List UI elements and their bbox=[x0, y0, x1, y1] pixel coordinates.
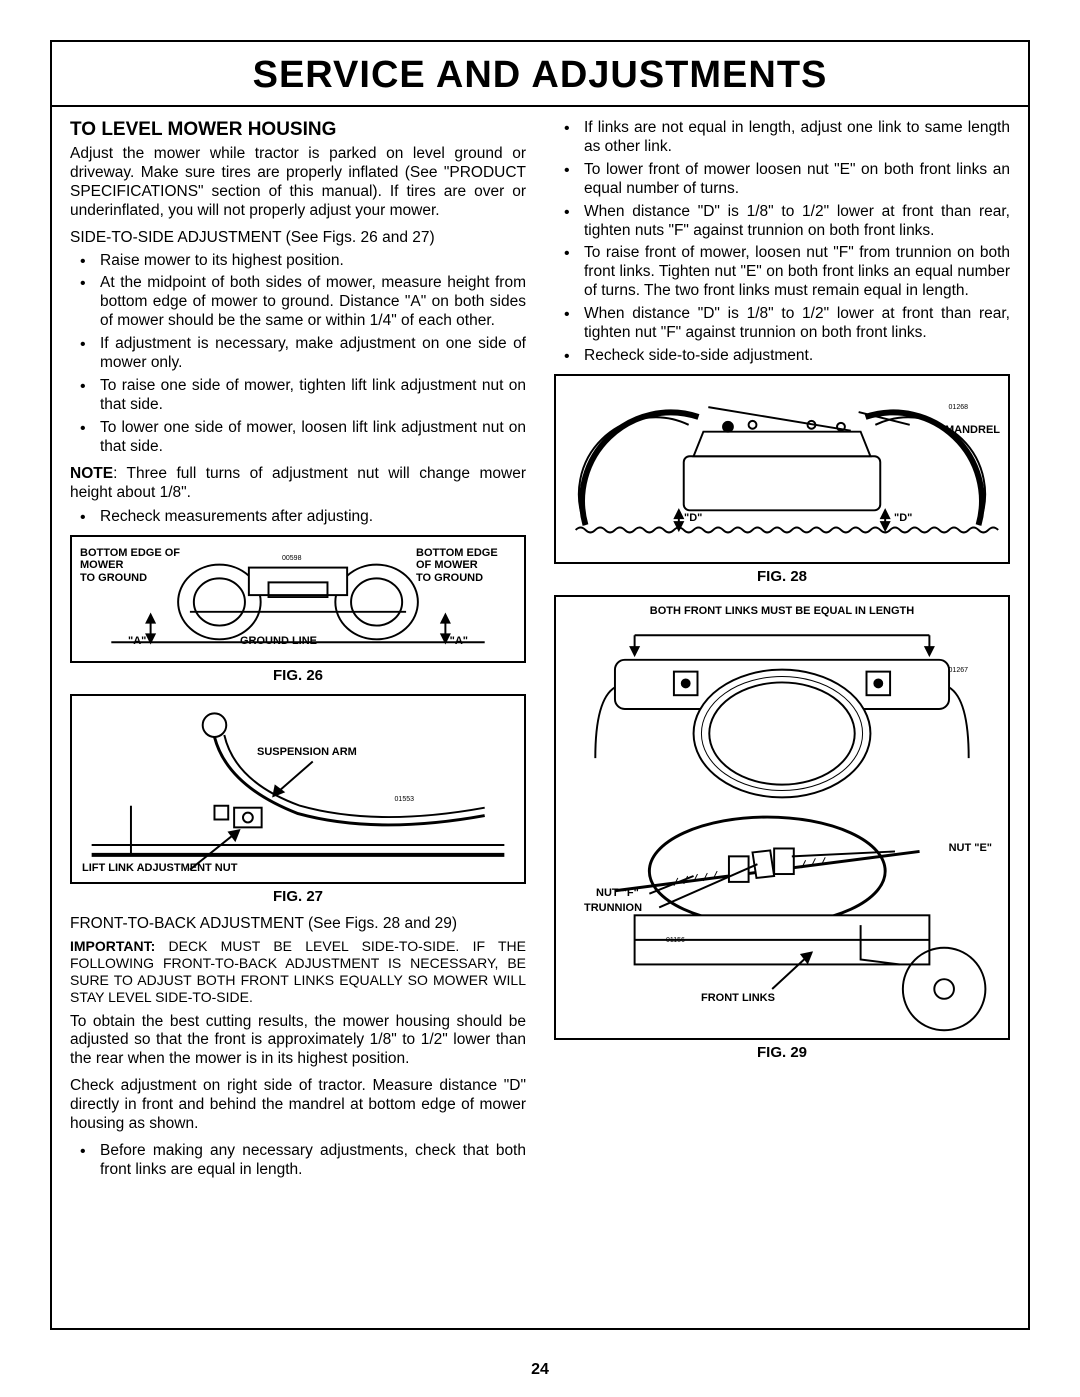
list-item: To raise one side of mower, tighten lift… bbox=[70, 377, 526, 415]
page-title: SERVICE AND ADJUSTMENTS bbox=[253, 42, 828, 105]
list-item: Raise mower to its highest position. bbox=[70, 252, 526, 271]
fig29-caption: FIG. 29 bbox=[554, 1044, 1010, 1061]
fig28-code: 01268 bbox=[949, 404, 968, 411]
fig27-caption: FIG. 27 bbox=[70, 888, 526, 905]
note-paragraph: NOTE: Three full turns of adjustment nut… bbox=[70, 465, 526, 503]
front-bullets-a: Before making any necessary adjustments,… bbox=[70, 1142, 526, 1180]
section-heading: To Level Mower Housing bbox=[70, 119, 526, 141]
fig28-d-left: "D" bbox=[684, 512, 702, 524]
fig26-label-left: BOTTOM EDGE OFMOWERTO GROUND bbox=[80, 547, 210, 583]
list-item: To lower one side of mower, loosen lift … bbox=[70, 419, 526, 457]
figure-28: "D" "D" MANDREL 01268 bbox=[554, 374, 1010, 564]
fig27-code: 01553 bbox=[395, 796, 414, 803]
intro-paragraph: Adjust the mower while tractor is parked… bbox=[70, 145, 526, 221]
important-paragraph: IMPORTANT: DECK MUST BE LEVEL SIDE-TO-SI… bbox=[70, 938, 526, 1006]
fig29-code2: 01156 bbox=[666, 937, 685, 944]
right-column: If links are not equal in length, adjust… bbox=[554, 119, 1010, 1188]
fig26-code: 00598 bbox=[282, 555, 301, 562]
list-item: Before making any necessary adjustments,… bbox=[70, 1142, 526, 1180]
list-item: At the midpoint of both sides of mower, … bbox=[70, 274, 526, 331]
figure-26: BOTTOM EDGE OFMOWERTO GROUND BOTTOM EDGE… bbox=[70, 535, 526, 663]
fig27-svg bbox=[72, 696, 524, 886]
front-bullets-b: If links are not equal in length, adjust… bbox=[554, 119, 1010, 366]
note-label: NOTE bbox=[70, 465, 113, 482]
side-bullets: Raise mower to its highest position. At … bbox=[70, 252, 526, 457]
fig28-mandrel: MANDREL bbox=[945, 424, 1000, 436]
fig26-ground-line: GROUND LINE bbox=[240, 635, 317, 647]
note-text: : Three full turns of adjustment nut wil… bbox=[70, 465, 526, 501]
fig29-nutE: NUT "E" bbox=[949, 842, 992, 854]
two-column-layout: To Level Mower Housing Adjust the mower … bbox=[52, 107, 1028, 1188]
fig26-caption: FIG. 26 bbox=[70, 667, 526, 684]
list-item: Recheck measurements after adjusting. bbox=[70, 508, 526, 527]
figure-29: BOTH FRONT LINKS MUST BE EQUAL IN LENGTH bbox=[554, 595, 1010, 1040]
fig27-nut-label: LIFT LINK ADJUSTMENT NUT bbox=[82, 862, 237, 874]
fig28-caption: FIG. 28 bbox=[554, 568, 1010, 585]
list-item: If adjustment is necessary, make adjustm… bbox=[70, 335, 526, 373]
fig26-label-right: BOTTOM EDGEOF MOWERTO GROUND bbox=[416, 547, 516, 583]
fig27-arm-label: SUSPENSION ARM bbox=[257, 746, 357, 758]
front-p1: To obtain the best cutting results, the … bbox=[70, 1013, 526, 1070]
fig29-code1: 01267 bbox=[949, 667, 968, 674]
fig29-nutF: NUT "F" bbox=[596, 887, 639, 899]
fig29-top-label: BOTH FRONT LINKS MUST BE EQUAL IN LENGTH bbox=[556, 605, 1008, 617]
fig29-trunnion: TRUNNION bbox=[584, 902, 642, 914]
page-frame: SERVICE AND ADJUSTMENTS To Level Mower H… bbox=[50, 40, 1030, 1330]
front-p2: Check adjustment on right side of tracto… bbox=[70, 1077, 526, 1134]
list-item: When distance "D" is 1/8" to 1/2" lower … bbox=[554, 305, 1010, 343]
side-adjust-heading: SIDE-TO-SIDE ADJUSTMENT (See Figs. 26 an… bbox=[70, 229, 526, 248]
fig29-links: FRONT LINKS bbox=[701, 992, 775, 1004]
fig28-d-right: "D" bbox=[894, 512, 912, 524]
fig26-a-left: "A" bbox=[128, 635, 146, 647]
fig26-a-right: "A" bbox=[450, 635, 468, 647]
front-adjust-heading: FRONT-TO-BACK ADJUSTMENT (See Figs. 28 a… bbox=[70, 915, 526, 934]
list-item: If links are not equal in length, adjust… bbox=[554, 119, 1010, 157]
list-item: To lower front of mower loosen nut "E" o… bbox=[554, 161, 1010, 199]
figure-27: SUSPENSION ARM LIFT LINK ADJUSTMENT NUT … bbox=[70, 694, 526, 884]
title-bar: SERVICE AND ADJUSTMENTS bbox=[52, 42, 1028, 105]
page-number: 24 bbox=[0, 1361, 1080, 1379]
fig28-svg bbox=[556, 376, 1008, 566]
list-item: Recheck side-to-side adjustment. bbox=[554, 347, 1010, 366]
fig29-svg bbox=[556, 597, 1008, 1042]
left-column: To Level Mower Housing Adjust the mower … bbox=[70, 119, 526, 1188]
list-item: To raise front of mower, loosen nut "F" … bbox=[554, 244, 1010, 301]
list-item: When distance "D" is 1/8" to 1/2" lower … bbox=[554, 203, 1010, 241]
recheck-bullets: Recheck measurements after adjusting. bbox=[70, 508, 526, 527]
important-label: IMPORTANT: bbox=[70, 938, 155, 954]
